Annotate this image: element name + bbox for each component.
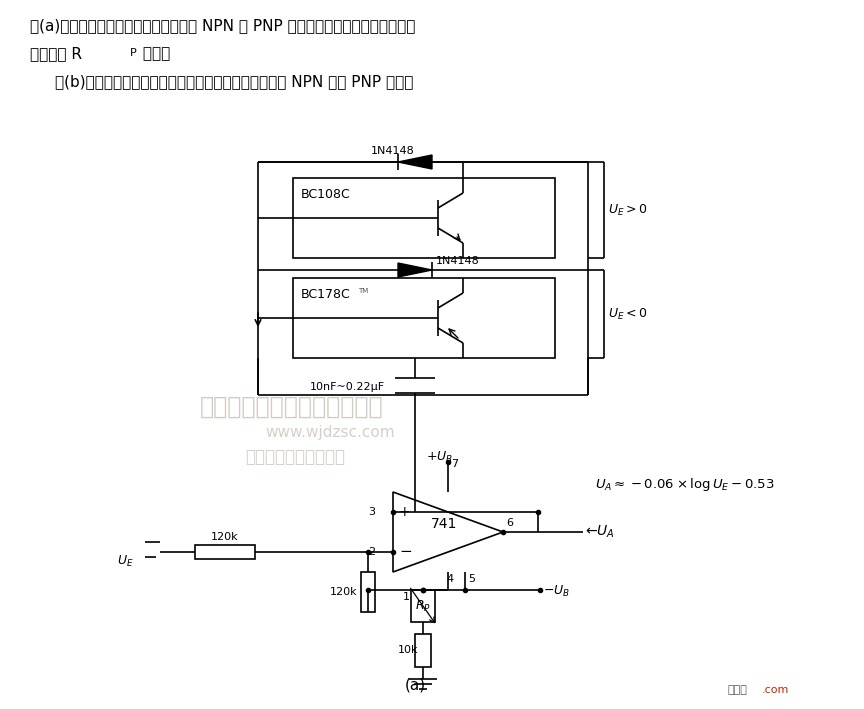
Text: 1N4148: 1N4148 (372, 146, 415, 156)
Bar (293, 178, 555, 258)
Polygon shape (398, 155, 432, 169)
Text: 7: 7 (451, 459, 458, 469)
Text: $U_E<0$: $U_E<0$ (608, 307, 647, 322)
Text: 10k: 10k (398, 645, 418, 655)
Text: 节电位器 R: 节电位器 R (30, 46, 82, 61)
Text: $R_P$: $R_P$ (415, 598, 431, 613)
Text: .com: .com (762, 685, 790, 695)
Text: 3: 3 (368, 507, 375, 517)
Text: 接线图: 接线图 (728, 685, 748, 695)
Bar (195, 545, 255, 559)
Text: 1N4148: 1N4148 (436, 256, 480, 266)
Text: 杭州　　缝库电子市场网: 杭州 缝库电子市场网 (200, 395, 384, 419)
Text: BC108C: BC108C (301, 188, 351, 201)
Text: 全球最大ＩＣ采购网站: 全球最大ＩＣ采购网站 (245, 448, 345, 466)
Polygon shape (393, 492, 503, 572)
Text: 6: 6 (506, 518, 513, 528)
Text: 120k: 120k (330, 587, 358, 597)
Text: 2: 2 (368, 547, 375, 557)
Text: 10nF~0.22μF: 10nF~0.22μF (310, 382, 385, 392)
Text: $U_E$: $U_E$ (117, 554, 134, 569)
Text: (a): (a) (404, 678, 426, 693)
Text: P: P (130, 48, 137, 58)
Text: BC178C: BC178C (301, 288, 351, 301)
Text: 741: 741 (431, 517, 457, 531)
Text: TM: TM (358, 288, 368, 294)
Text: 120k: 120k (211, 532, 238, 542)
Text: 5: 5 (468, 574, 475, 584)
Text: −: − (399, 545, 412, 559)
Text: 调整。: 调整。 (138, 46, 170, 61)
Text: $U_A\approx-0.06\times\log U_E-0.53$: $U_A\approx-0.06\times\log U_E-0.53$ (595, 476, 775, 493)
Bar (361, 572, 375, 612)
Text: 1: 1 (403, 592, 410, 602)
Text: $+U_B$: $+U_B$ (427, 450, 454, 465)
Text: www.wjdzsc.com: www.wjdzsc.com (265, 425, 395, 440)
Text: 4: 4 (446, 574, 453, 584)
Text: $←U_A$: $←U_A$ (585, 524, 615, 540)
Polygon shape (398, 263, 432, 277)
Text: 图(b)电路可用作反对数表，其晶体管也可根据极性选用 NPN 型或 PNP 型的。: 图(b)电路可用作反对数表，其晶体管也可根据极性选用 NPN 型或 PNP 型的… (55, 74, 413, 89)
Text: +: + (399, 505, 410, 519)
Text: $U_E>0$: $U_E>0$ (608, 203, 647, 218)
Bar (411, 590, 435, 622)
Bar (293, 278, 555, 358)
Bar (415, 634, 431, 667)
Text: $-U_B$: $-U_B$ (543, 584, 570, 599)
Text: 图(a)电路可以根据输入信号的极性选用 NPN 或 PNP 晶体管，其零位电压可以通过调: 图(a)电路可以根据输入信号的极性选用 NPN 或 PNP 晶体管，其零位电压可… (30, 18, 416, 33)
